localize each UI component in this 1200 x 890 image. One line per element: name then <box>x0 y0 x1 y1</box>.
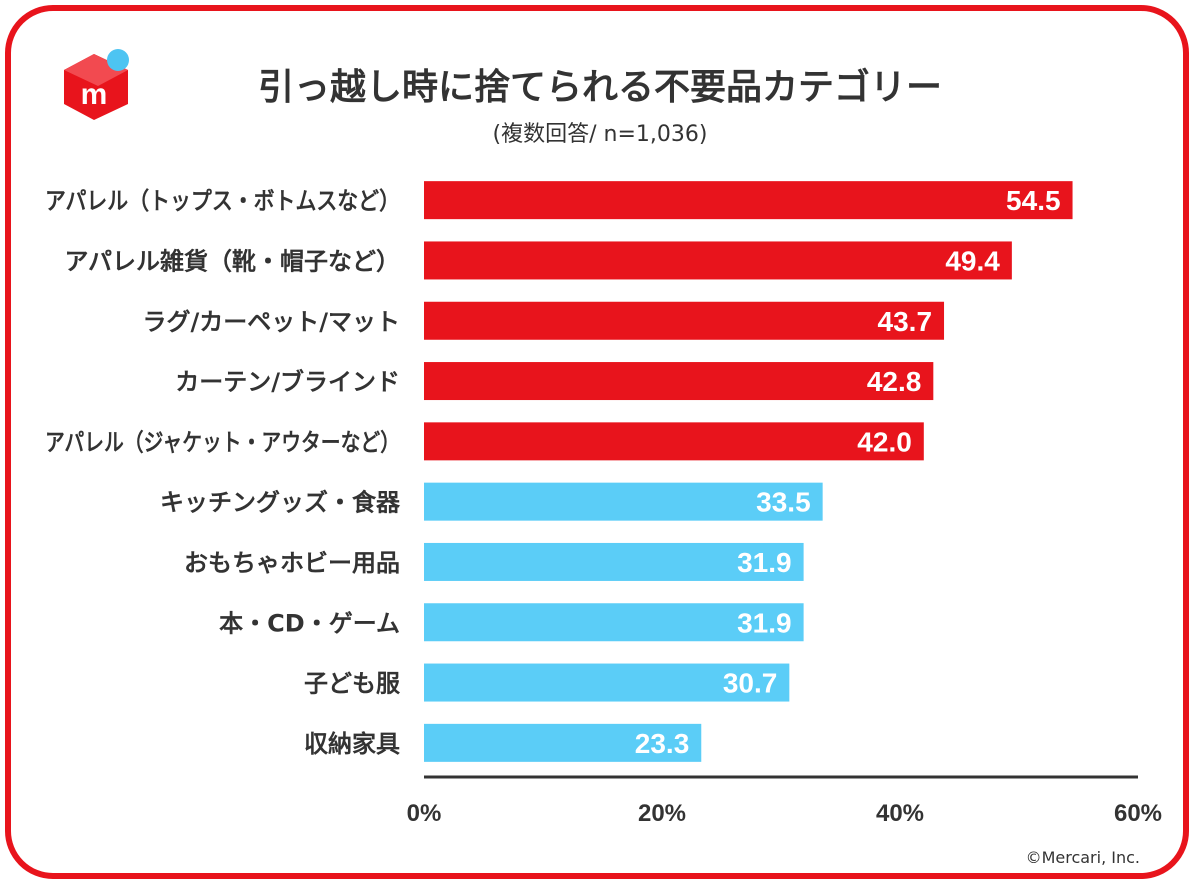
bar <box>424 301 945 340</box>
chart-title: 引っ越し時に捨てられる不要品カテゴリー <box>257 67 942 108</box>
chart-subtitle: (複数回答/ n=1,036) <box>492 122 708 147</box>
category-label: 収納家具 <box>304 730 400 758</box>
bar-value-label: 54.5 <box>1006 185 1061 216</box>
bar <box>424 723 702 762</box>
bar <box>424 181 1073 220</box>
category-label: キッチングッズ・食器 <box>160 489 401 517</box>
bar <box>424 362 934 401</box>
bar-value-label: 42.8 <box>867 366 922 397</box>
bar <box>424 603 804 642</box>
category-label: 本・CD・ゲーム <box>219 609 400 637</box>
category-label: ラグ/カーペット/マット <box>142 308 400 336</box>
bar-value-label: 43.7 <box>878 306 933 337</box>
x-tick-label: 0% <box>407 800 442 827</box>
bar <box>424 241 1012 280</box>
category-label: カーテン/ブラインド <box>175 368 400 396</box>
bar-value-label: 33.5 <box>756 487 811 518</box>
card-frame <box>5 5 1189 879</box>
bar-value-label: 30.7 <box>723 668 778 699</box>
logo-letter: m <box>81 78 108 111</box>
bar <box>424 542 804 581</box>
x-tick-label: 60% <box>1114 800 1162 827</box>
category-label: アパレル（トップス・ボトムスなど） <box>45 187 400 215</box>
bar-value-label: 49.4 <box>945 245 1000 276</box>
category-label: アパレル（ジャケット・アウターなど） <box>45 428 400 456</box>
copyright-text: ©Mercari, Inc. <box>1025 848 1140 867</box>
mercari-logo-icon: m <box>64 49 129 120</box>
bar <box>424 482 823 521</box>
category-label: 子ども服 <box>304 670 401 698</box>
bar <box>424 663 790 702</box>
bar-value-label: 23.3 <box>635 728 690 759</box>
bar <box>424 422 924 461</box>
bar-value-label: 31.9 <box>737 607 792 638</box>
x-tick-label: 40% <box>876 800 924 827</box>
bar-value-label: 31.9 <box>737 547 792 578</box>
bar-value-label: 42.0 <box>857 426 912 457</box>
category-label: アパレル雑貨（靴・帽子など） <box>64 247 400 275</box>
x-tick-label: 20% <box>638 800 686 827</box>
category-label: おもちゃホビー用品 <box>184 549 400 577</box>
